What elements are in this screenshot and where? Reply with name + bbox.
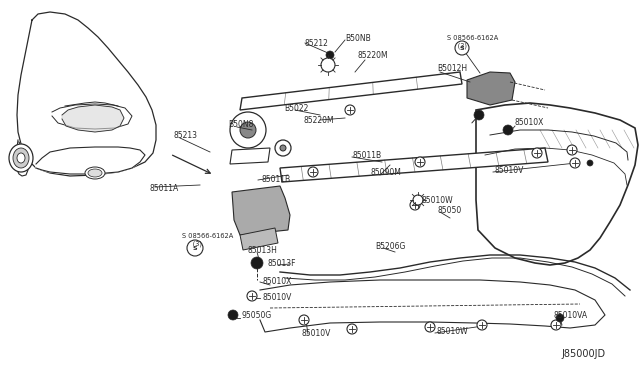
Polygon shape (260, 280, 605, 332)
Polygon shape (476, 103, 638, 265)
Text: S: S (193, 246, 197, 250)
Text: S: S (460, 45, 464, 51)
Circle shape (345, 105, 355, 115)
Circle shape (425, 322, 435, 332)
Text: 95050G: 95050G (242, 311, 272, 320)
Text: 85013F: 85013F (268, 260, 296, 269)
Circle shape (556, 314, 564, 322)
Text: 85011A: 85011A (150, 183, 179, 192)
Text: B5206G: B5206G (375, 241, 405, 250)
Circle shape (570, 158, 580, 168)
Text: S 08566-6162A
     (3): S 08566-6162A (3) (182, 233, 233, 247)
Ellipse shape (9, 144, 33, 172)
Circle shape (321, 58, 335, 72)
Text: 85013H: 85013H (248, 246, 278, 254)
Text: B50NB: B50NB (345, 33, 371, 42)
Polygon shape (62, 105, 124, 132)
Text: B5012H: B5012H (437, 64, 467, 73)
Circle shape (247, 291, 257, 301)
Circle shape (551, 320, 561, 330)
Circle shape (477, 320, 487, 330)
Polygon shape (240, 228, 278, 250)
Polygon shape (230, 148, 270, 164)
Text: 85010X: 85010X (515, 118, 545, 126)
Text: 85010W: 85010W (437, 327, 468, 336)
Text: 85011B: 85011B (262, 174, 291, 183)
Text: 85090M: 85090M (371, 167, 402, 176)
Polygon shape (280, 148, 548, 182)
Circle shape (532, 148, 542, 158)
Text: 85010V: 85010V (263, 292, 292, 301)
Circle shape (251, 257, 263, 269)
Circle shape (280, 145, 286, 151)
Polygon shape (16, 140, 28, 176)
Circle shape (587, 160, 593, 166)
Circle shape (410, 200, 420, 210)
Polygon shape (17, 12, 156, 176)
Text: 85010VA: 85010VA (554, 311, 588, 321)
Text: 85220M: 85220M (358, 51, 388, 60)
Circle shape (187, 240, 203, 256)
Text: 85010V: 85010V (302, 328, 332, 337)
Circle shape (308, 167, 318, 177)
Text: 85213: 85213 (174, 131, 198, 140)
Ellipse shape (17, 153, 25, 163)
Circle shape (240, 122, 256, 138)
Circle shape (299, 315, 309, 325)
Polygon shape (467, 72, 515, 105)
Ellipse shape (13, 148, 29, 168)
Circle shape (275, 140, 291, 156)
Text: 85220M: 85220M (304, 115, 335, 125)
Text: 85050: 85050 (438, 205, 462, 215)
Ellipse shape (88, 169, 102, 177)
Text: 85010W: 85010W (422, 196, 454, 205)
Text: 85010V: 85010V (495, 166, 524, 174)
Text: B50N8: B50N8 (228, 119, 253, 128)
Polygon shape (232, 186, 290, 235)
Circle shape (326, 51, 334, 59)
Text: B5022: B5022 (284, 103, 308, 112)
Circle shape (474, 110, 484, 120)
Text: 85010X: 85010X (263, 276, 292, 285)
Text: 85212: 85212 (305, 38, 329, 48)
Circle shape (230, 112, 266, 148)
Text: 85011B: 85011B (353, 151, 382, 160)
Circle shape (503, 125, 513, 135)
Ellipse shape (85, 167, 105, 179)
Circle shape (415, 157, 425, 167)
Polygon shape (36, 147, 145, 174)
Circle shape (455, 41, 469, 55)
Circle shape (567, 145, 577, 155)
Circle shape (347, 324, 357, 334)
Text: J85000JD: J85000JD (561, 349, 605, 359)
Polygon shape (240, 72, 462, 110)
Text: S 08566-6162A
     (3): S 08566-6162A (3) (447, 35, 499, 49)
Circle shape (413, 195, 423, 205)
Circle shape (228, 310, 238, 320)
